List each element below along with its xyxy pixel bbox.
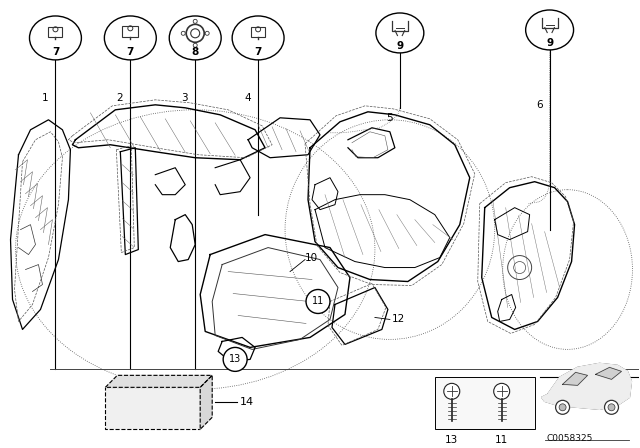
Ellipse shape (169, 16, 221, 60)
Text: 9: 9 (546, 38, 553, 48)
Ellipse shape (376, 13, 424, 53)
Circle shape (193, 19, 197, 23)
Text: 4: 4 (244, 93, 251, 103)
Text: 10: 10 (305, 253, 318, 263)
Text: 7: 7 (255, 47, 262, 57)
Text: C0058325: C0058325 (547, 434, 593, 443)
Circle shape (559, 404, 566, 411)
Circle shape (306, 289, 330, 314)
Circle shape (181, 31, 185, 35)
Text: 6: 6 (536, 100, 543, 110)
Bar (122, 26, 138, 37)
Text: 13: 13 (229, 354, 241, 364)
Text: 7: 7 (52, 47, 59, 57)
Bar (106, 388, 200, 429)
Circle shape (223, 347, 247, 371)
Ellipse shape (29, 16, 81, 60)
Bar (251, 27, 265, 37)
Circle shape (444, 383, 460, 399)
Polygon shape (106, 375, 212, 388)
Ellipse shape (232, 16, 284, 60)
Text: 13: 13 (445, 435, 458, 445)
Circle shape (493, 383, 509, 399)
Polygon shape (563, 372, 588, 385)
Text: 1: 1 (42, 93, 49, 103)
Text: 14: 14 (240, 397, 254, 407)
Polygon shape (541, 363, 632, 409)
Bar (435, 377, 534, 429)
Bar (49, 27, 63, 37)
Text: 12: 12 (392, 314, 405, 324)
Text: 2: 2 (116, 93, 124, 103)
Text: 5: 5 (387, 113, 393, 123)
Text: 11: 11 (495, 435, 508, 445)
Circle shape (556, 401, 570, 414)
Text: 11: 11 (312, 297, 324, 306)
Ellipse shape (525, 10, 573, 50)
Circle shape (605, 401, 618, 414)
Ellipse shape (104, 16, 156, 60)
Text: 7: 7 (127, 47, 134, 57)
Text: 9: 9 (396, 41, 403, 51)
Polygon shape (200, 375, 212, 429)
Polygon shape (596, 367, 621, 379)
Circle shape (193, 43, 197, 47)
Circle shape (608, 404, 615, 411)
Circle shape (205, 31, 209, 35)
Text: 3: 3 (182, 93, 188, 103)
Text: 8: 8 (191, 47, 199, 57)
